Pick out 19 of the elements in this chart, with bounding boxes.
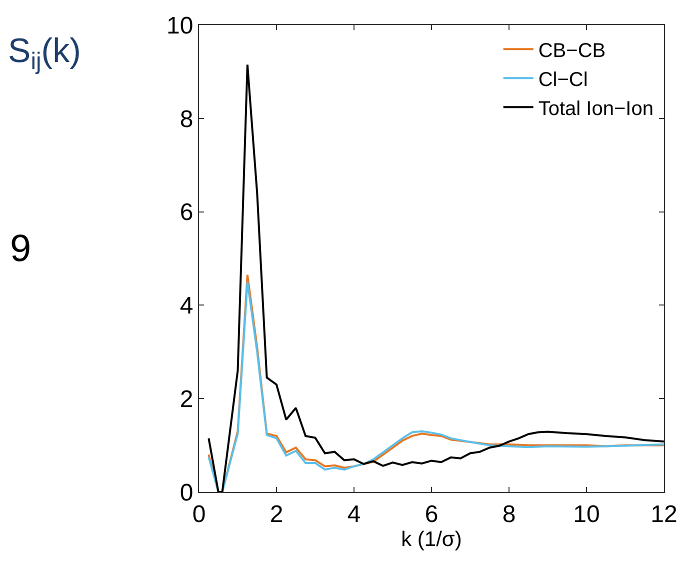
y-tick-label: 8 <box>180 106 194 133</box>
y-tick-label: 0 <box>180 479 194 506</box>
legend-label: Cl−Cl <box>538 68 588 91</box>
x-tick-label: 10 <box>573 500 600 528</box>
x-tick-label: 6 <box>424 500 438 528</box>
x-axis-title: k (1/σ) <box>401 528 462 551</box>
y-tick-label: 2 <box>180 386 194 413</box>
y-axis-title: S$_{ij}$(k) <box>8 32 81 76</box>
x-tick-label: 12 <box>650 500 678 528</box>
line-series <box>208 64 664 492</box>
y-tick-label: 6 <box>180 199 194 226</box>
x-tick-label: 8 <box>502 500 516 528</box>
legend-label: Total Ion−Ion <box>538 98 654 120</box>
text: 9 <box>10 228 32 270</box>
x-tick-label: 2 <box>270 500 284 528</box>
y-tick-label: 4 <box>180 292 194 320</box>
x-tick-label: 4 <box>347 500 361 528</box>
legend-label: CB−CB <box>538 40 606 62</box>
y-tick-label: 10 <box>166 12 194 40</box>
